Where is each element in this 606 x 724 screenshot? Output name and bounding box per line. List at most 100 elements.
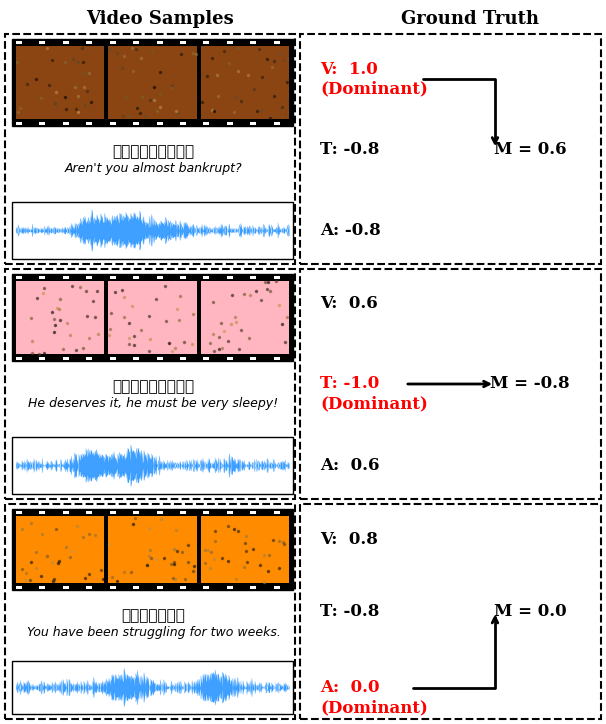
Text: Ground Truth: Ground Truth xyxy=(401,10,539,28)
Text: T: -1.0: T: -1.0 xyxy=(320,376,379,392)
Bar xyxy=(16,511,22,514)
Bar xyxy=(156,41,162,44)
Text: Aren't you almost bankrupt?: Aren't you almost bankrupt? xyxy=(65,162,242,175)
Bar xyxy=(39,41,45,44)
Bar xyxy=(133,357,139,360)
Bar xyxy=(300,269,601,499)
Bar xyxy=(12,661,293,714)
Bar xyxy=(86,511,92,514)
Bar xyxy=(110,511,116,514)
Bar xyxy=(201,516,289,583)
Bar xyxy=(63,586,69,589)
Bar xyxy=(63,41,69,44)
Bar xyxy=(250,122,256,125)
Text: V:  0.6: V: 0.6 xyxy=(320,295,378,313)
Bar xyxy=(63,511,69,514)
Bar xyxy=(204,276,209,279)
Bar xyxy=(86,41,92,44)
Bar xyxy=(156,511,162,514)
Bar xyxy=(63,122,69,125)
Bar xyxy=(5,504,295,719)
Bar xyxy=(12,437,293,494)
Text: 纠结两星期了。: 纠结两星期了。 xyxy=(122,608,185,623)
Bar xyxy=(180,41,186,44)
Bar xyxy=(110,41,116,44)
Bar xyxy=(250,586,256,589)
Bar xyxy=(204,586,209,589)
Text: A: -0.8: A: -0.8 xyxy=(320,222,381,239)
Bar xyxy=(180,586,186,589)
Text: A:  0.0: A: 0.0 xyxy=(320,679,379,696)
Text: M = -0.8: M = -0.8 xyxy=(490,376,570,392)
Bar xyxy=(273,357,279,360)
Bar xyxy=(227,586,233,589)
Text: He deserves it, he must be very sleepy!: He deserves it, he must be very sleepy! xyxy=(28,397,279,410)
Bar xyxy=(204,122,209,125)
Text: V:  1.0: V: 1.0 xyxy=(320,61,378,77)
Bar xyxy=(204,41,209,44)
Bar xyxy=(273,586,279,589)
Text: 他活该，肯定很困！: 他活该，肯定很困！ xyxy=(113,379,195,394)
Bar xyxy=(156,357,162,360)
Bar xyxy=(110,357,116,360)
Bar xyxy=(227,357,233,360)
Text: V:  0.8: V: 0.8 xyxy=(320,531,378,547)
Text: 不是都快破产了吗？: 不是都快破产了吗？ xyxy=(113,144,195,159)
Bar xyxy=(16,357,22,360)
Bar xyxy=(12,509,293,590)
Text: M = 0.6: M = 0.6 xyxy=(494,140,567,158)
Bar xyxy=(110,122,116,125)
Bar xyxy=(156,276,162,279)
Bar xyxy=(250,511,256,514)
Bar xyxy=(300,34,601,264)
Bar xyxy=(273,41,279,44)
Bar xyxy=(86,586,92,589)
Bar xyxy=(273,122,279,125)
Bar xyxy=(133,41,139,44)
Bar xyxy=(5,269,295,499)
Text: (Dominant): (Dominant) xyxy=(320,699,428,716)
Text: A:  0.6: A: 0.6 xyxy=(320,457,379,474)
Bar xyxy=(16,46,104,119)
Bar xyxy=(63,357,69,360)
Bar xyxy=(5,34,295,264)
Bar xyxy=(39,357,45,360)
Text: M = 0.0: M = 0.0 xyxy=(494,603,567,620)
Bar xyxy=(108,516,197,583)
Bar xyxy=(250,357,256,360)
Bar xyxy=(156,586,162,589)
Bar xyxy=(39,586,45,589)
Bar xyxy=(12,202,293,259)
Bar xyxy=(16,276,22,279)
Bar xyxy=(227,511,233,514)
Bar xyxy=(86,357,92,360)
Bar xyxy=(39,276,45,279)
Bar xyxy=(227,41,233,44)
Bar xyxy=(108,46,197,119)
Bar xyxy=(133,122,139,125)
Bar xyxy=(156,122,162,125)
Text: Video Samples: Video Samples xyxy=(86,10,234,28)
Bar xyxy=(300,504,601,719)
Bar xyxy=(108,281,197,354)
Bar xyxy=(63,276,69,279)
Bar xyxy=(39,122,45,125)
Bar xyxy=(133,511,139,514)
Bar xyxy=(250,41,256,44)
Bar xyxy=(39,511,45,514)
Bar xyxy=(110,586,116,589)
Bar xyxy=(180,511,186,514)
Text: (Dominant): (Dominant) xyxy=(320,395,428,413)
Bar xyxy=(16,586,22,589)
Bar xyxy=(12,39,293,126)
Bar xyxy=(16,122,22,125)
Bar xyxy=(133,276,139,279)
Bar xyxy=(16,516,104,583)
Text: You have been struggling for two weeks.: You have been struggling for two weeks. xyxy=(27,626,281,639)
Bar xyxy=(16,41,22,44)
Bar xyxy=(227,276,233,279)
Bar xyxy=(204,511,209,514)
Bar xyxy=(180,122,186,125)
Bar xyxy=(16,281,104,354)
Bar xyxy=(201,46,289,119)
